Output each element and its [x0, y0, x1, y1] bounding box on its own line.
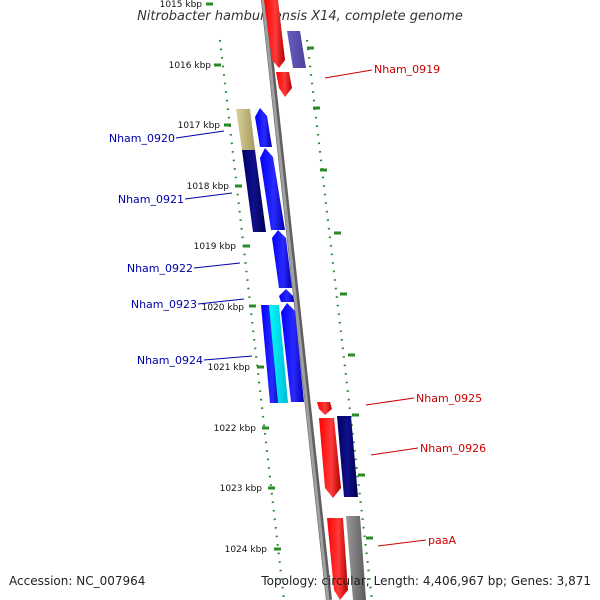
scale-label-1021: 1021 kbp: [208, 363, 251, 373]
gene-label-nham-0925[interactable]: Nham_0925: [416, 392, 482, 405]
gene-label-nham-0924[interactable]: Nham_0924: [137, 354, 203, 367]
gene-arrow-nham-0925[interactable]: [317, 402, 332, 415]
gene-block-nham-0921[interactable]: [242, 150, 266, 232]
scale-label-1019: 1019 kbp: [194, 242, 237, 252]
gene-arrow-nham-0921[interactable]: [260, 148, 285, 230]
gene-label-nham-0926[interactable]: Nham_0926: [420, 442, 486, 455]
scale-label-1017: 1017 kbp: [178, 121, 221, 131]
gene-block-nham-0920[interactable]: [236, 109, 255, 150]
scale-label-1020: 1020 kbp: [202, 303, 245, 313]
gene-label-nham-0920[interactable]: Nham_0920: [109, 132, 175, 145]
gene-label-paaa[interactable]: paaA: [428, 534, 456, 547]
scale-label-1024: 1024 kbp: [225, 545, 268, 555]
map-title: Nitrobacter hamburgensis X14, complete g…: [137, 9, 463, 24]
gene-label-nham-0921[interactable]: Nham_0921: [118, 193, 184, 206]
scale-dots-right: [305, 39, 374, 600]
accession-text: Accession: NC_007964: [9, 574, 146, 588]
gene-arrow-nham-0926a[interactable]: [319, 418, 341, 498]
gene-arrow-nham-0918[interactable]: [264, 0, 285, 68]
scale-label-1023: 1023 kbp: [220, 484, 263, 494]
scale-label-1016: 1016 kbp: [169, 61, 212, 71]
gene-arrow-nham-0922[interactable]: [272, 230, 292, 288]
reverse-strand-genes: [236, 108, 304, 403]
gene-arrow-nham-0919b[interactable]: [276, 72, 292, 97]
scale-label-1018: 1018 kbp: [187, 182, 230, 192]
gene-block-nham-0919[interactable]: [287, 31, 306, 68]
backbone-line: [261, 0, 330, 600]
genome-summary: Topology: circular; Length: 4,406,967 bp…: [261, 574, 591, 588]
scale-ticks-right: [307, 46, 373, 540]
gene-block-nham-0924b[interactable]: [269, 305, 288, 403]
gene-arrow-paaa[interactable]: [327, 518, 348, 600]
gene-block-nham-0926[interactable]: [337, 416, 358, 497]
leader-lines: [175, 69, 427, 547]
scale-ticks-left: [206, 2, 281, 551]
gene-label-nham-0919[interactable]: Nham_0919: [374, 63, 440, 76]
gene-label-nham-0922[interactable]: Nham_0922: [127, 262, 193, 275]
scale-label-1022: 1022 kbp: [214, 424, 257, 434]
gene-arrow-nham-0924[interactable]: [281, 303, 304, 402]
gene-arrow-nham-0923[interactable]: [279, 289, 294, 302]
gene-block-paaa[interactable]: [346, 516, 366, 600]
scale-label-1015: 1015 kbp: [160, 0, 203, 10]
forward-strand-genes: [264, 0, 366, 600]
gene-arrow-nham-0920[interactable]: [255, 108, 272, 147]
gene-label-nham-0923[interactable]: Nham_0923: [131, 298, 197, 311]
